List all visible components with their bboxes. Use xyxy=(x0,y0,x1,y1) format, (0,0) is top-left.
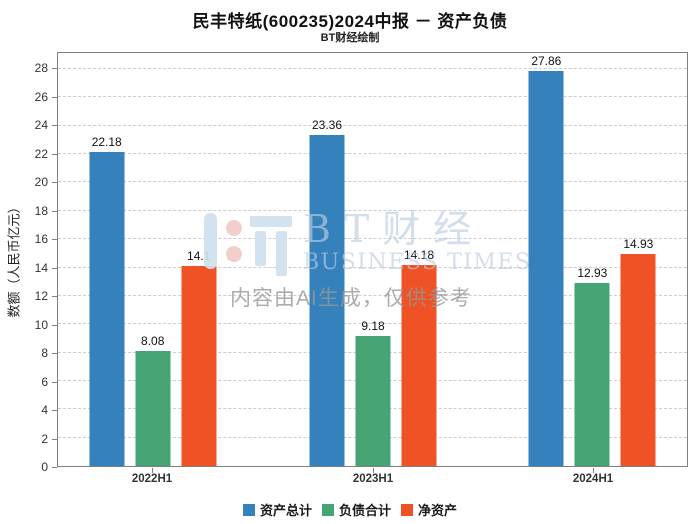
bar-value-label: 14.1 xyxy=(187,249,211,264)
y-tick-label: 26 xyxy=(34,89,48,104)
y-tick-label: 0 xyxy=(41,460,48,474)
gridline xyxy=(58,124,687,126)
chart-legend: 资产总计 负债合计 净资产 xyxy=(0,500,700,519)
gridline xyxy=(58,294,687,296)
bar-资产总计-2024H1: 27.86 xyxy=(528,54,564,466)
x-tick-mark xyxy=(593,468,595,473)
legend-item-负债合计: 负债合计 xyxy=(321,500,391,519)
y-tick-mark xyxy=(52,182,57,184)
bar-group-2024H1: 27.86 12.93 14.93 xyxy=(528,53,656,466)
legend-swatch-icon xyxy=(321,503,334,516)
bar-value-label: 23.36 xyxy=(311,117,343,132)
bar-group-2023H1: 23.36 9.18 14.18 xyxy=(309,53,437,466)
y-tick-label: 12 xyxy=(34,289,48,304)
gridline xyxy=(58,181,687,183)
x-tick-mark xyxy=(152,468,154,473)
bar-value-label: 14.18 xyxy=(403,247,435,262)
bar-负债合计-2024H1: 12.93 xyxy=(574,266,610,466)
gridline xyxy=(58,153,687,155)
gridline xyxy=(58,323,687,325)
bar-负债合计-2022H1: 8.08 xyxy=(135,334,171,466)
gridline xyxy=(58,209,687,211)
plot-area: 22.18 8.08 14.1 23.36 9.18 14.18 27.86 12.93 14.… xyxy=(57,52,688,467)
gridline xyxy=(58,96,687,98)
y-tick-mark xyxy=(52,296,57,298)
bar-value-label: 27.86 xyxy=(531,54,562,69)
y-tick-mark xyxy=(52,210,57,212)
bar-value-label: 12.93 xyxy=(577,265,608,280)
bar-value-label: 9.18 xyxy=(361,318,385,333)
legend-label: 净资产 xyxy=(418,503,458,518)
y-tick-label: 10 xyxy=(34,317,48,332)
y-tick-label: 20 xyxy=(34,175,48,190)
bar-value-label: 22.18 xyxy=(91,134,122,149)
chart-subtitle: BT财经绘制 xyxy=(320,32,380,44)
y-tick-mark xyxy=(52,267,57,269)
legend-label: 负债合计 xyxy=(338,503,391,518)
bar-净资产-2022H1: 14.1 xyxy=(181,249,217,466)
y-tick-mark xyxy=(52,438,57,440)
bar-净资产-2024H1: 14.93 xyxy=(620,237,656,466)
legend-label: 资产总计 xyxy=(259,503,312,518)
y-tick-label: 24 xyxy=(34,118,48,133)
y-tick-mark xyxy=(52,381,57,383)
y-tick-mark xyxy=(52,353,57,355)
x-tick-label-2022H1: 2022H1 xyxy=(131,473,173,485)
gridline xyxy=(58,266,687,268)
bar-负债合计-2023H1: 9.18 xyxy=(355,319,391,466)
y-tick-label: 2 xyxy=(41,431,48,446)
legend-item-净资产: 净资产 xyxy=(401,500,457,519)
y-tick-mark xyxy=(52,410,57,411)
bar-group-2022H1: 22.18 8.08 14.1 xyxy=(89,53,217,466)
y-tick-mark xyxy=(52,68,57,70)
y-tick-label: 28 xyxy=(34,61,48,76)
y-tick-label: 6 xyxy=(41,374,48,389)
chart-title: 民丰特纸(600235)2024中报 － 资产负债 xyxy=(192,12,508,31)
legend-swatch-icon xyxy=(401,503,413,516)
y-tick-mark xyxy=(52,96,57,98)
y-tick-label: 16 xyxy=(34,232,48,247)
bar-value-label: 14.93 xyxy=(623,237,654,252)
bar-净资产-2023H1: 14.18 xyxy=(401,248,437,466)
y-tick-label: 18 xyxy=(34,203,48,218)
y-tick-label: 8 xyxy=(41,346,48,361)
legend-item-资产总计: 资产总计 xyxy=(242,500,312,519)
y-tick-label: 14 xyxy=(34,260,48,275)
bar-资产总计-2023H1: 23.36 xyxy=(309,118,345,466)
bar-value-label: 8.08 xyxy=(141,334,165,349)
y-tick-mark xyxy=(52,125,57,127)
gridline xyxy=(58,238,687,240)
y-tick-mark xyxy=(52,467,57,468)
y-tick-mark xyxy=(52,239,57,241)
x-tick-label-2024H1: 2024H1 xyxy=(572,473,614,485)
bar-资产总计-2022H1: 22.18 xyxy=(89,135,125,466)
gridline xyxy=(58,68,687,70)
y-tick-label: 22 xyxy=(34,146,48,161)
y-tick-mark xyxy=(52,324,57,326)
x-tick-label-2023H1: 2023H1 xyxy=(352,473,394,485)
legend-swatch-icon xyxy=(242,503,255,516)
x-tick-mark xyxy=(373,468,374,473)
y-tick-mark xyxy=(52,153,57,155)
y-tick-label: 4 xyxy=(41,403,48,417)
